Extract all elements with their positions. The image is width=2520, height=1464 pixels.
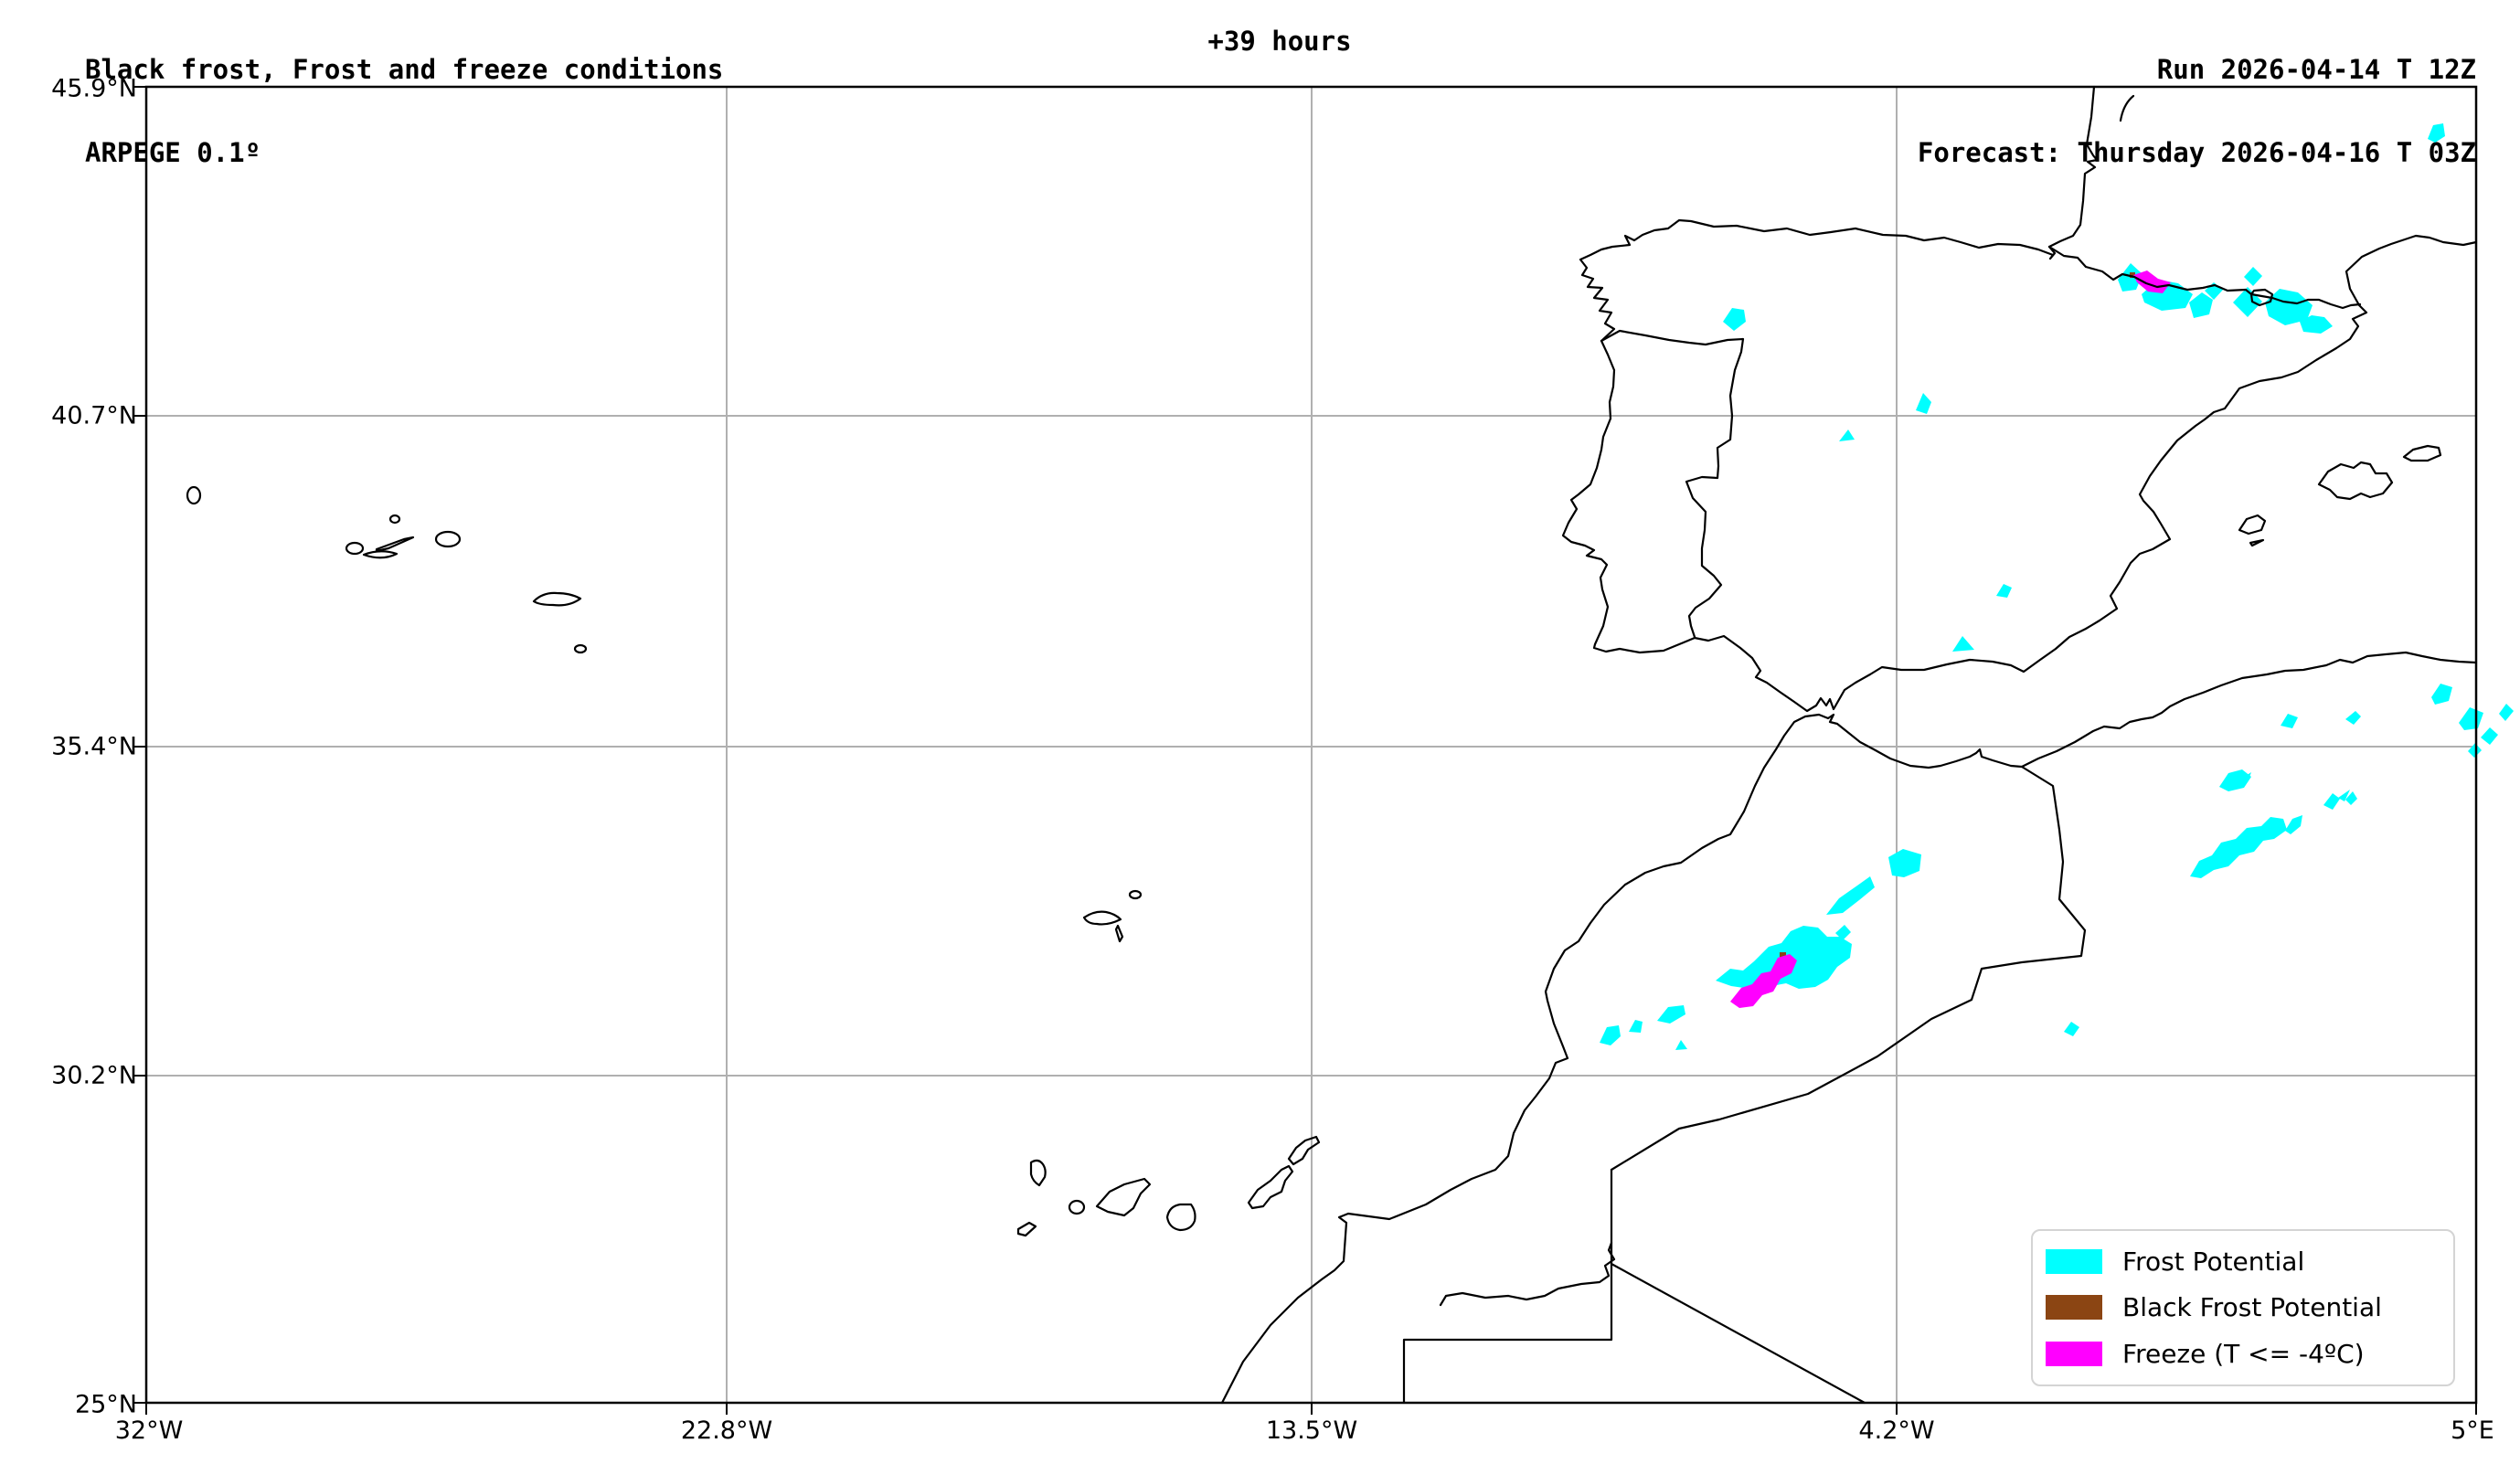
- oleron-island: [2119, 94, 2135, 122]
- legend-box: Frost Potential Black Frost Potential Fr…: [2031, 1229, 2455, 1386]
- terceira-island: [434, 530, 462, 548]
- x-tick-22-8w: 22.8°W: [680, 1416, 773, 1445]
- sao-miguel-island: [532, 591, 582, 607]
- x-tick-32w: 32°W: [114, 1416, 184, 1445]
- model-subtitle: ARPEGE 0.1º: [85, 137, 261, 168]
- black-frost-potential-label: Black Frost Potential: [2122, 1292, 2382, 1323]
- frost-potential-label: Frost Potential: [2122, 1246, 2305, 1277]
- la-palma-island: [1029, 1159, 1047, 1187]
- frost-potential-swatch: [2046, 1248, 2102, 1274]
- y-tick-35-4n: 35.4°N: [51, 732, 137, 761]
- y-tick-45-9n: 45.9°N: [51, 74, 137, 103]
- flores-island: [186, 485, 202, 505]
- x-tick-4-2w: 4.2°W: [1858, 1416, 1935, 1445]
- porto-santo-island: [1128, 889, 1143, 900]
- y-tick-40-7n: 40.7°N: [51, 401, 137, 430]
- x-tick-5e: 5°E: [2451, 1416, 2494, 1445]
- x-tick-13-5w: 13.5°W: [1265, 1416, 1358, 1445]
- tenerife-island: [1095, 1177, 1152, 1217]
- y-tick-30-2n: 30.2°N: [51, 1061, 137, 1090]
- sahara-borders: [1402, 1168, 1866, 1405]
- forecast-label: Forecast: Thursday 2026-04-16 T 03Z: [1917, 137, 2476, 168]
- france-spain-border: [2047, 245, 2362, 310]
- run-block: Run 2026-04-14 T 12Z Forecast: Thursday …: [1918, 4, 2476, 193]
- sao-jorge-island: [375, 536, 415, 553]
- legend-row-freeze: Freeze (T <= -4ºC): [2046, 1339, 2440, 1369]
- legend-row-black-frost: Black Frost Potential: [2046, 1292, 2440, 1322]
- spain-portugal-border: [1600, 329, 1745, 639]
- title-block: Black frost, Frost and freeze conditions…: [85, 4, 723, 193]
- islands-layer: [186, 444, 2442, 1237]
- mallorca-island: [2317, 461, 2394, 501]
- menorca-island: [2402, 444, 2442, 462]
- el-hierro-island: [1016, 1221, 1037, 1237]
- plot-frame: [134, 85, 2478, 1415]
- lead-time-label: +39 hours: [1207, 26, 1352, 57]
- gran-canaria-island: [1165, 1203, 1196, 1232]
- iberia-france-coast: [1561, 85, 2478, 713]
- run-label: Run 2026-04-14 T 12Z: [2156, 54, 2476, 85]
- desertas-island: [1114, 924, 1124, 943]
- freeze-layer: [1730, 271, 2171, 1008]
- graticule-lines: [146, 87, 2476, 1403]
- pico-island: [362, 550, 399, 559]
- lanzarote-island: [1287, 1135, 1321, 1166]
- andorra-outline: [2249, 288, 2274, 307]
- frost-potential-layer: [1600, 123, 2514, 1050]
- black-frost-potential-layer: [1780, 272, 2135, 959]
- graciosa-island: [388, 514, 401, 525]
- formentera-island: [2249, 538, 2265, 547]
- draa-border-line: [1439, 1241, 1616, 1307]
- faial-island: [345, 541, 365, 556]
- madeira-island: [1082, 910, 1122, 926]
- y-tick-25n: 25°N: [74, 1390, 137, 1419]
- legend-row-frost: Frost Potential: [2046, 1247, 2440, 1277]
- ibiza-island: [2238, 514, 2267, 536]
- freeze-swatch: [2046, 1342, 2102, 1367]
- black-frost-potential-swatch: [2046, 1295, 2102, 1321]
- north-africa-coast: [1220, 651, 2478, 1405]
- morocco-algeria-border: [1610, 765, 2087, 1172]
- freeze-label: Freeze (T <= -4ºC): [2122, 1339, 2365, 1370]
- santa-maria-island: [573, 643, 588, 654]
- la-gomera-island: [1068, 1199, 1086, 1215]
- fuerteventura-island: [1247, 1164, 1294, 1210]
- page-title: Black frost, Frost and freeze conditions: [85, 54, 724, 85]
- coastline-layer: [1220, 85, 2478, 1405]
